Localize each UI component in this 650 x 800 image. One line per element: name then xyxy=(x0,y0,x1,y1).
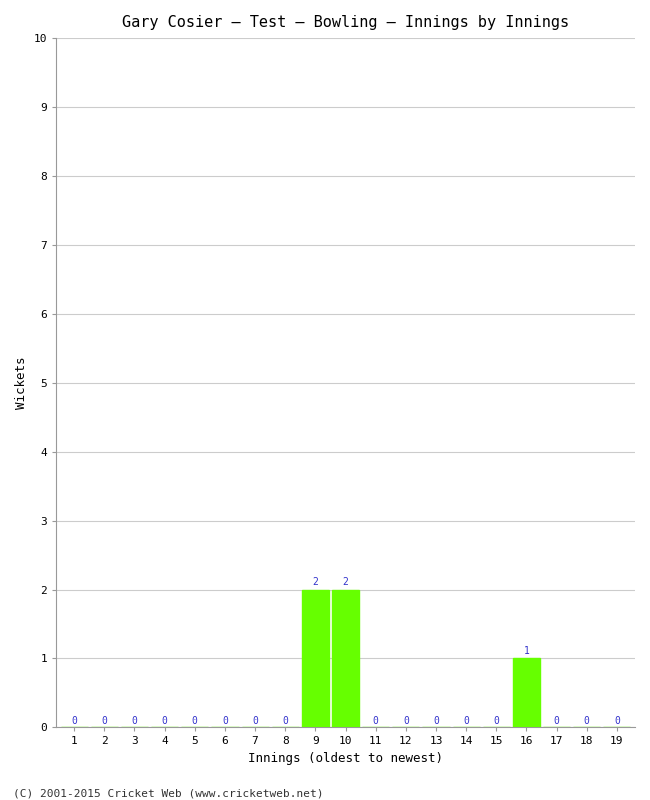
Bar xyxy=(332,590,359,727)
Text: 0: 0 xyxy=(162,716,168,726)
Text: 0: 0 xyxy=(222,716,228,726)
Text: 0: 0 xyxy=(101,716,107,726)
Text: 0: 0 xyxy=(584,716,590,726)
Text: 0: 0 xyxy=(493,716,499,726)
Text: 0: 0 xyxy=(192,716,198,726)
Text: 0: 0 xyxy=(372,716,379,726)
Text: 0: 0 xyxy=(614,716,620,726)
Text: 0: 0 xyxy=(131,716,137,726)
Y-axis label: Wickets: Wickets xyxy=(15,357,28,409)
Text: 1: 1 xyxy=(523,646,529,656)
Text: 2: 2 xyxy=(313,577,318,586)
Text: 0: 0 xyxy=(554,716,560,726)
Text: 0: 0 xyxy=(403,716,409,726)
Title: Gary Cosier – Test – Bowling – Innings by Innings: Gary Cosier – Test – Bowling – Innings b… xyxy=(122,15,569,30)
Bar xyxy=(302,590,329,727)
Text: 0: 0 xyxy=(252,716,258,726)
Text: 2: 2 xyxy=(343,577,348,586)
Text: 0: 0 xyxy=(282,716,288,726)
X-axis label: Innings (oldest to newest): Innings (oldest to newest) xyxy=(248,752,443,765)
Text: 0: 0 xyxy=(433,716,439,726)
Text: 0: 0 xyxy=(72,716,77,726)
Text: 0: 0 xyxy=(463,716,469,726)
Bar xyxy=(513,658,540,727)
Text: (C) 2001-2015 Cricket Web (www.cricketweb.net): (C) 2001-2015 Cricket Web (www.cricketwe… xyxy=(13,788,324,798)
